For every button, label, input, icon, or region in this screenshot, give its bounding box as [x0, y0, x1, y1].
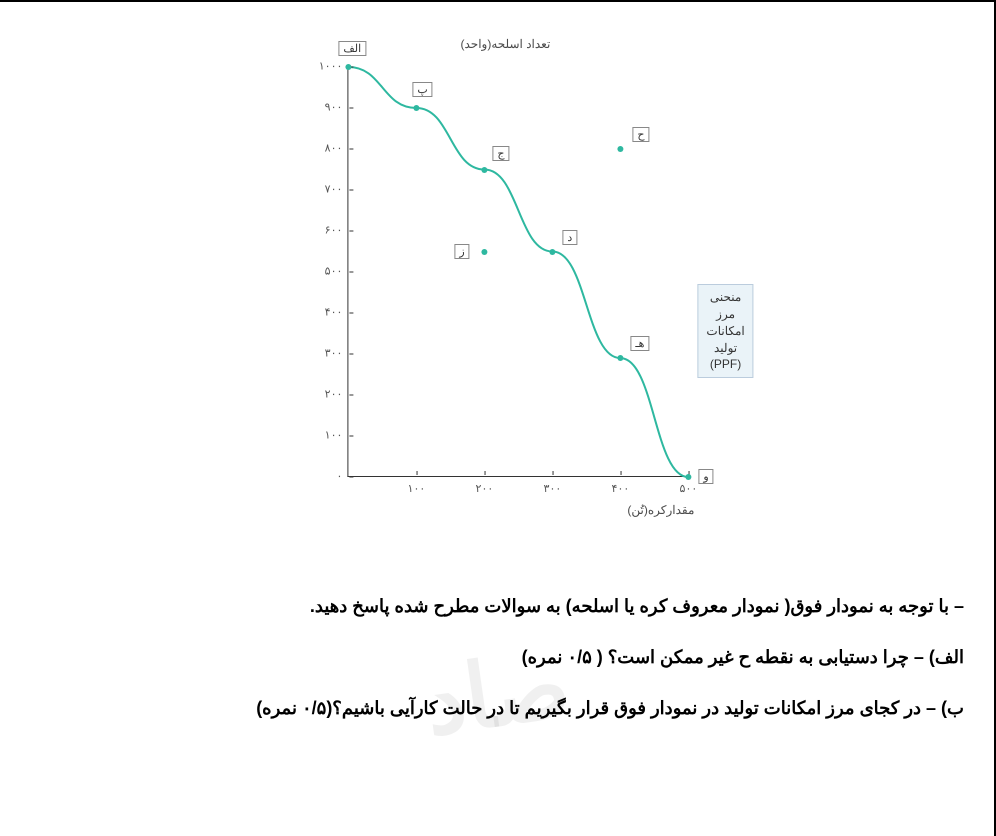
curve-label: و [698, 469, 713, 484]
x-tick: ۱۰۰ [408, 476, 426, 495]
y-tick: ۰ [336, 470, 348, 483]
curve-point [413, 105, 419, 111]
question-b: ب) – در کجای مرز امکانات تولید در نمودار… [30, 694, 964, 723]
y-tick: ۹۰۰ [325, 101, 349, 114]
page: تعداد اسلحه(واحد) ۰۱۰۰۲۰۰۳۰۰۴۰۰۵۰۰۶۰۰۷۰۰… [0, 0, 996, 836]
curve-point [617, 355, 623, 361]
curve-label: هـ [630, 336, 649, 351]
curve-point [345, 64, 351, 70]
curve-label: الف [338, 41, 366, 56]
y-tick: ۸۰۰ [325, 142, 349, 155]
question-intro: – با توجه به نمودار فوق( نمودار معروف کر… [30, 592, 964, 621]
curve-label: ج [492, 146, 509, 161]
curve-label: پ [412, 82, 432, 97]
curve-point [685, 474, 691, 480]
y-tick: ۵۰۰ [325, 265, 349, 278]
question-a: الف) – چرا دستیابی به نقطه ح غیر ممکن اس… [30, 643, 964, 672]
extra-point [481, 249, 487, 255]
y-tick: ۲۰۰ [325, 388, 349, 401]
annotation-line2: (PPF) [706, 356, 744, 373]
extra-label: ز [454, 244, 469, 259]
y-tick: ۶۰۰ [325, 224, 349, 237]
chart-container: تعداد اسلحه(واحد) ۰۱۰۰۲۰۰۳۰۰۴۰۰۵۰۰۶۰۰۷۰۰… [295, 37, 715, 517]
chart-area: ۰ ۱۰۰ ۲۰۰ ۳۰۰ ۴۰۰ ۵۰۰ ۶۰۰ ۷۰۰ ۸۰۰ ۹۰۰ ۱۰۰۰ ۱۰۰ ۲۰۰ ۳۰… [295, 57, 715, 517]
question-a-prefix: الف) – چرا دستیابی به نقطه [750, 647, 964, 667]
annotation-line1: منحنی مرز امکانات تولید [706, 289, 744, 356]
question-a-suffix: غیر ممکن است؟ ( ۰/۵ نمره) [522, 647, 739, 667]
x-tick: ۳۰۰ [544, 476, 562, 495]
y-tick: ۴۰۰ [325, 306, 349, 319]
curve-label: د [562, 230, 577, 245]
questions-block: – با توجه به نمودار فوق( نمودار معروف کر… [30, 592, 964, 744]
curve-point [481, 167, 487, 173]
extra-label: ح [632, 127, 649, 142]
x-tick: ۴۰۰ [612, 476, 630, 495]
y-tick: ۳۰۰ [325, 347, 349, 360]
y-tick: ۱۰۰ [325, 429, 349, 442]
extra-point [617, 146, 623, 152]
y-tick: ۷۰۰ [325, 183, 349, 196]
plot-area: ۰۱۰۰۲۰۰۳۰۰۴۰۰۵۰۰۶۰۰۷۰۰۸۰۰۹۰۰۱۰۰۰۱۰۰۲۰۰۳۰… [347, 67, 687, 477]
x-tick: ۲۰۰ [476, 476, 494, 495]
question-a-point: ح [739, 647, 751, 667]
y-tick: ۱۰۰۰ [319, 60, 349, 73]
curve-point [549, 249, 555, 255]
x-axis-title: مقدارکره(تُن) [627, 503, 694, 517]
ppf-annotation: منحنی مرز امکانات تولید (PPF) [697, 284, 753, 378]
